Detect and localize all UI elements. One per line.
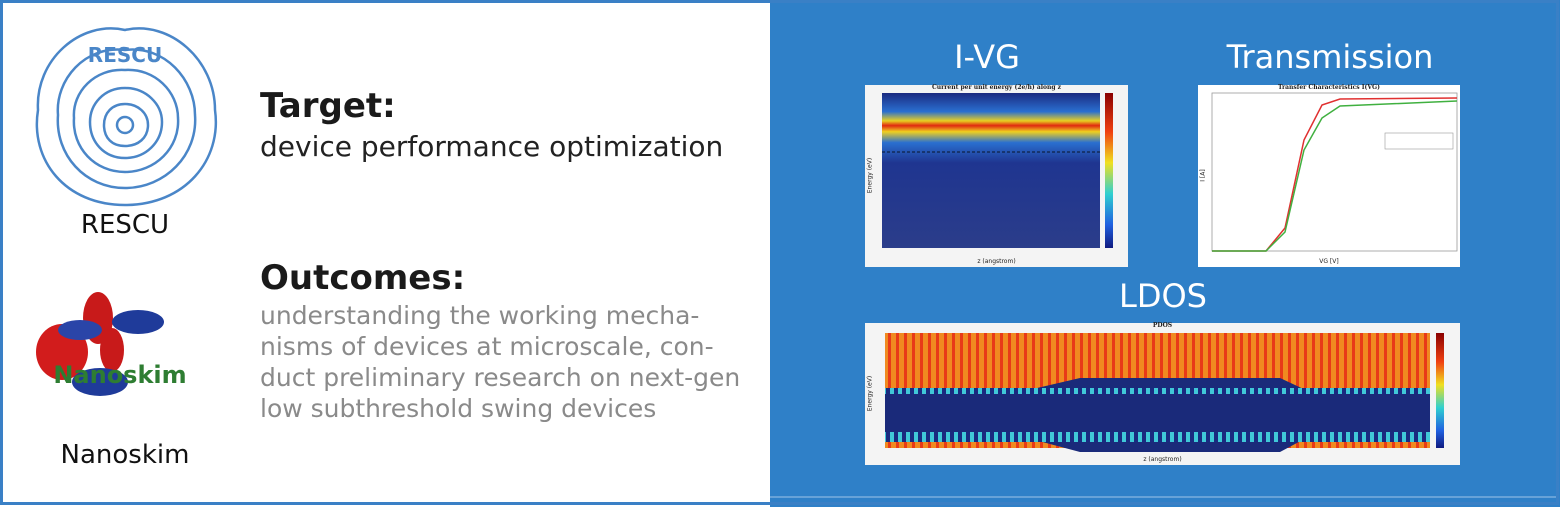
paragraph-line: duct preliminary research on next-gen (260, 363, 741, 392)
paragraph-line: nisms of devices at microscale, con- (260, 332, 714, 361)
heading: Target: (260, 86, 396, 126)
paragraph-line: understanding the working mecha- (260, 301, 700, 330)
y-axis-label: I [A] (1199, 169, 1207, 182)
plot-title: Current per unit energy (2e/h) along z (931, 84, 1062, 91)
logo-text: Nanoskim (53, 361, 186, 389)
heading: Outcomes: (260, 258, 466, 298)
y-axis-label: Energy (eV) (866, 157, 874, 194)
panel-title: I-VG (954, 38, 1020, 76)
plot-title: Transfer Characteristics I(VG) (1277, 84, 1381, 91)
plot-title: PDOS (1152, 322, 1173, 329)
text: device performance optimization (260, 130, 724, 163)
logo-text: RESCU (88, 43, 162, 67)
y-axis-label: Energy (eV) (866, 375, 874, 412)
x-axis-label: z (angstrom) (977, 258, 1016, 265)
x-axis-label: VG [V] (1319, 258, 1339, 265)
paragraph: understanding the working mecha-nisms of… (260, 300, 740, 424)
panel-title: LDOS (1119, 277, 1207, 315)
logo-label: Nanoskim (60, 440, 190, 470)
x-axis-label: z (angstrom) (1143, 456, 1182, 463)
paragraph-line: low subthreshold swing devices (260, 394, 657, 423)
logo-label: RESCU (80, 210, 170, 240)
panel-title: Transmission (1226, 38, 1434, 76)
